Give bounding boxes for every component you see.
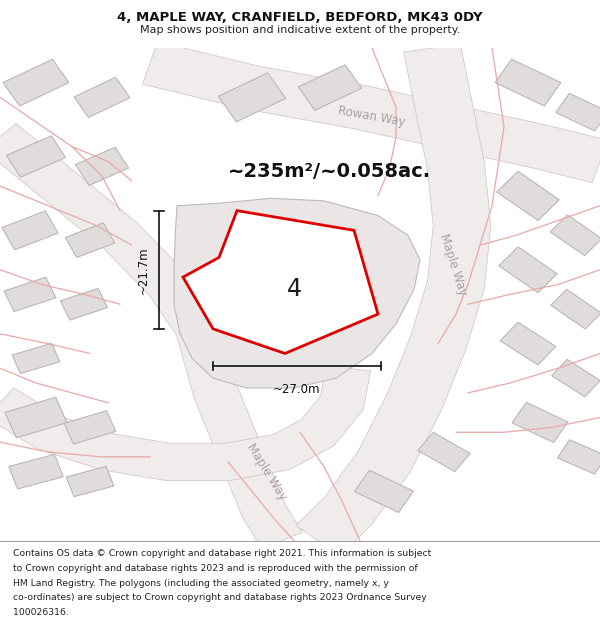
Text: ~27.0m: ~27.0m <box>273 383 321 396</box>
Polygon shape <box>500 322 556 365</box>
Polygon shape <box>142 42 600 182</box>
Polygon shape <box>174 198 420 388</box>
Text: ~21.7m: ~21.7m <box>137 246 150 294</box>
Polygon shape <box>4 277 56 312</box>
Text: Map shows position and indicative extent of the property.: Map shows position and indicative extent… <box>140 24 460 34</box>
Polygon shape <box>74 78 130 118</box>
Polygon shape <box>512 402 568 442</box>
Polygon shape <box>550 215 600 256</box>
Text: Maple Way: Maple Way <box>437 232 469 298</box>
Polygon shape <box>218 73 286 122</box>
Polygon shape <box>183 211 378 354</box>
Polygon shape <box>495 59 561 106</box>
Polygon shape <box>497 171 559 221</box>
Text: 4: 4 <box>287 278 302 301</box>
Text: Maple Way: Maple Way <box>244 441 290 503</box>
Polygon shape <box>499 247 557 292</box>
Polygon shape <box>9 454 63 489</box>
Text: Contains OS data © Crown copyright and database right 2021. This information is : Contains OS data © Crown copyright and d… <box>13 549 431 558</box>
Polygon shape <box>66 466 114 497</box>
Polygon shape <box>61 288 107 320</box>
Polygon shape <box>556 93 600 131</box>
Polygon shape <box>557 439 600 474</box>
Text: HM Land Registry. The polygons (including the associated geometry, namely x, y: HM Land Registry. The polygons (includin… <box>13 579 389 587</box>
Polygon shape <box>355 470 413 512</box>
Polygon shape <box>12 343 60 374</box>
Polygon shape <box>7 136 65 177</box>
Polygon shape <box>64 411 116 444</box>
Polygon shape <box>2 211 58 250</box>
Polygon shape <box>5 398 67 437</box>
Text: 4, MAPLE WAY, CRANFIELD, BEDFORD, MK43 0DY: 4, MAPLE WAY, CRANFIELD, BEDFORD, MK43 0… <box>117 11 483 24</box>
Polygon shape <box>551 289 600 329</box>
Polygon shape <box>418 432 470 472</box>
Text: co-ordinates) are subject to Crown copyright and database rights 2023 Ordnance S: co-ordinates) are subject to Crown copyr… <box>13 593 427 602</box>
Text: 100026316.: 100026316. <box>13 608 69 617</box>
Polygon shape <box>0 366 371 481</box>
Text: ~235m²/~0.058ac.: ~235m²/~0.058ac. <box>228 162 431 181</box>
Polygon shape <box>65 223 115 258</box>
Polygon shape <box>298 65 362 111</box>
Text: to Crown copyright and database rights 2023 and is reproduced with the permissio: to Crown copyright and database rights 2… <box>13 564 418 573</box>
Polygon shape <box>551 359 600 397</box>
Polygon shape <box>3 59 69 106</box>
Polygon shape <box>0 124 302 549</box>
Polygon shape <box>76 148 128 186</box>
Text: Rowan Way: Rowan Way <box>337 104 407 128</box>
Polygon shape <box>296 44 491 556</box>
